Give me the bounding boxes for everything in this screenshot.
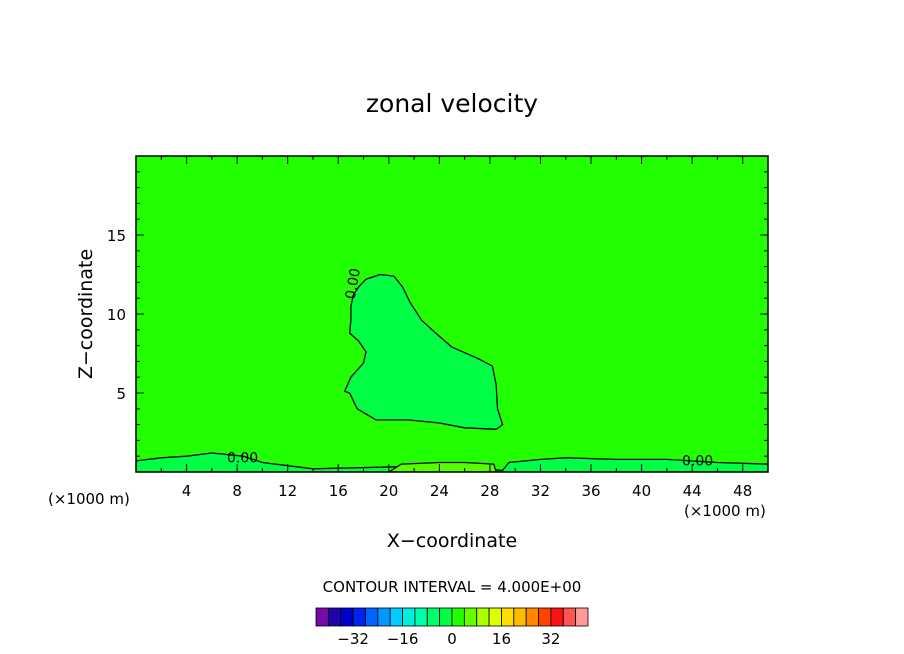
y-tick-label-0: 5 — [116, 385, 126, 403]
x-unit-left: (×1000 m) — [48, 490, 130, 508]
colorbar-tick-label-4: 32 — [541, 630, 560, 648]
colorbar-cell-11 — [451, 607, 465, 627]
colorbar-cell-7 — [402, 607, 416, 627]
contour-label-1: 0.00 — [227, 451, 258, 467]
x-tick-label-0: 4 — [182, 482, 192, 500]
x-tick-label-9: 40 — [632, 482, 651, 500]
colorbar-cell-13 — [476, 607, 490, 627]
contour-region-2 — [388, 461, 497, 472]
x-tick-label-6: 28 — [480, 482, 499, 500]
x-tick-label-4: 20 — [379, 482, 398, 500]
colorbar-cell-0 — [315, 607, 329, 627]
chart-title: zonal velocity — [366, 89, 538, 118]
x-axis-label: X−coordinate — [387, 530, 517, 552]
colorbar-cell-3 — [352, 607, 366, 627]
colorbar-cell-10 — [439, 607, 453, 627]
x-unit-right: (×1000 m) — [684, 502, 766, 520]
x-tick-label-1: 8 — [232, 482, 242, 500]
colorbar-cell-2 — [340, 607, 354, 627]
colorbar-cell-1 — [327, 607, 342, 627]
colorbar-cell-14 — [488, 607, 502, 627]
contour-label-2: 0.00 — [682, 454, 713, 470]
colorbar-cell-12 — [463, 607, 478, 627]
colorbar-cell-21 — [575, 607, 589, 627]
x-tick-label-2: 12 — [278, 482, 297, 500]
x-tick-label-5: 24 — [430, 482, 449, 500]
colorbar: −32 −16 0 16 32 — [315, 607, 589, 648]
x-tick-label-11: 48 — [733, 482, 752, 500]
x-tick-label-7: 32 — [531, 482, 550, 500]
colorbar-tick-label-2: 0 — [447, 630, 457, 648]
colorbar-cell-16 — [513, 607, 527, 627]
colorbar-cell-19 — [550, 607, 564, 627]
y-tick-label-1: 10 — [107, 306, 126, 324]
contour-region-0 — [343, 273, 504, 430]
colorbar-cell-17 — [525, 607, 539, 627]
contour-interval: CONTOUR INTERVAL = 4.000E+00 — [323, 578, 582, 596]
x-tick-label-8: 36 — [581, 482, 600, 500]
colorbar-cell-15 — [501, 607, 515, 627]
x-tick-label-10: 44 — [683, 482, 702, 500]
colorbar-tick-label-1: −16 — [387, 630, 419, 648]
colorbar-cell-4 — [365, 607, 379, 627]
contour-label-0: 0.00 — [343, 267, 364, 300]
colorbar-cell-9 — [426, 607, 441, 627]
colorbar-cell-5 — [377, 607, 391, 627]
colorbar-cell-8 — [414, 607, 428, 627]
colorbar-tick-label-0: −32 — [337, 630, 369, 648]
colorbar-cell-6 — [389, 607, 403, 627]
colorbar-tick-label-3: 16 — [492, 630, 511, 648]
colorbar-cell-18 — [538, 607, 552, 627]
colorbar-cell-20 — [562, 607, 577, 627]
x-tick-label-3: 16 — [329, 482, 348, 500]
y-tick-label-2: 15 — [107, 227, 126, 245]
y-axis-label: Z−coordinate — [75, 249, 97, 379]
